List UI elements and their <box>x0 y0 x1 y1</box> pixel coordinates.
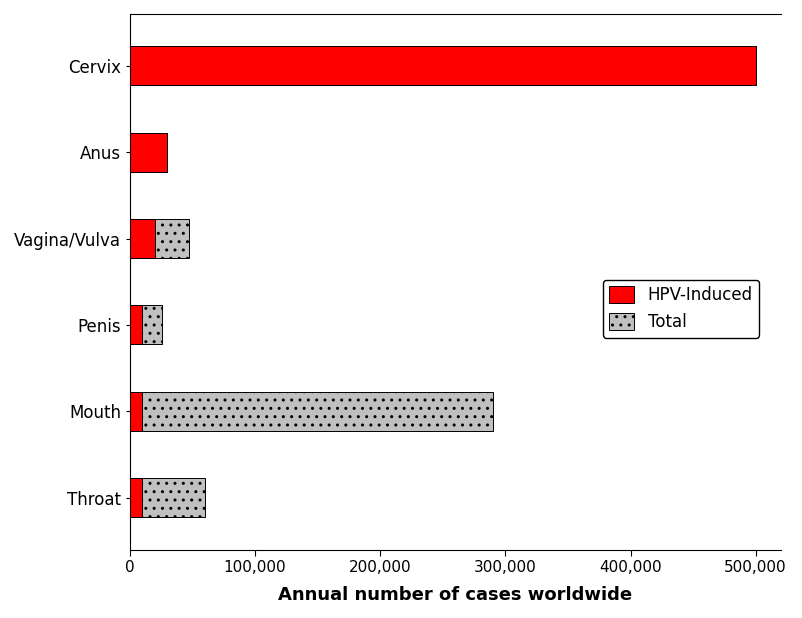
Bar <box>130 305 163 344</box>
Bar <box>130 133 168 172</box>
Bar <box>130 478 143 517</box>
Bar <box>130 46 755 85</box>
Bar <box>130 46 755 85</box>
Bar <box>130 133 168 172</box>
Bar <box>130 305 143 344</box>
X-axis label: Annual number of cases worldwide: Annual number of cases worldwide <box>278 586 632 604</box>
Bar <box>130 219 155 258</box>
Legend: HPV-Induced, Total: HPV-Induced, Total <box>602 279 759 337</box>
Bar <box>130 392 493 431</box>
Bar <box>130 478 205 517</box>
Bar <box>130 219 188 258</box>
Bar <box>130 392 143 431</box>
